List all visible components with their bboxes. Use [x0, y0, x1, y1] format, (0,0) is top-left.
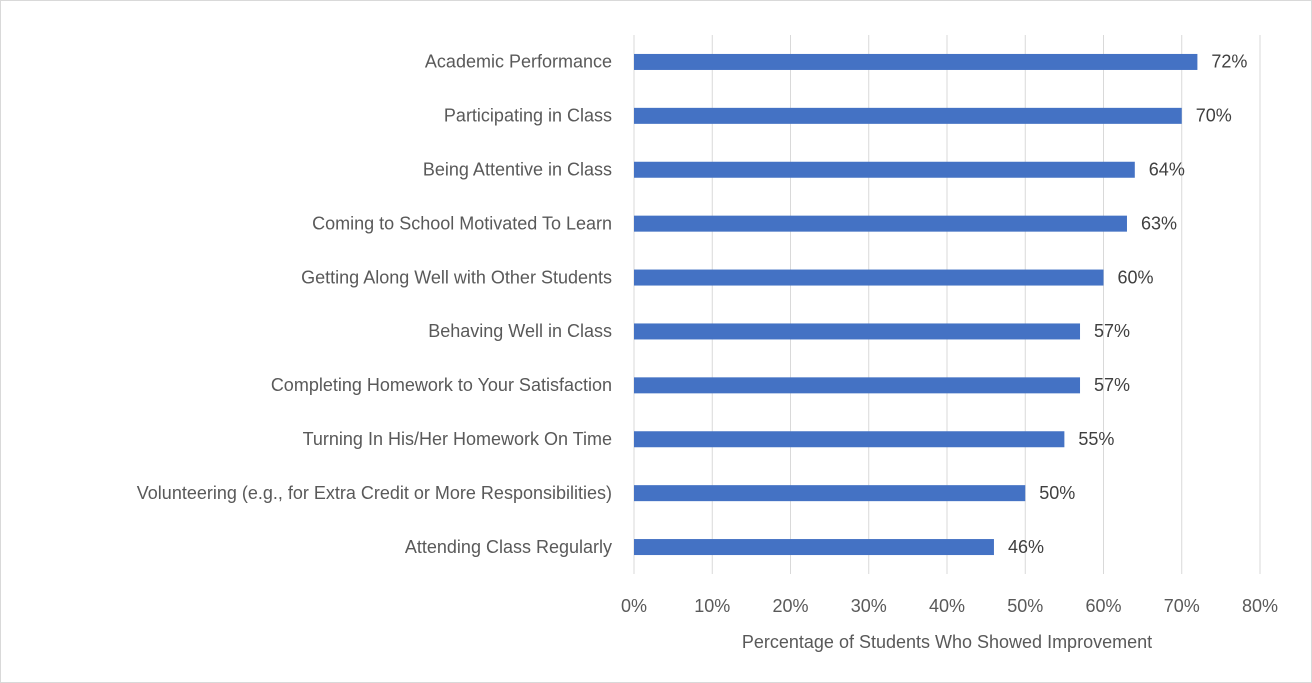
- value-label: 50%: [1039, 483, 1075, 503]
- x-tick-label: 20%: [772, 596, 808, 616]
- x-tick-label: 0%: [621, 596, 647, 616]
- value-label: 63%: [1141, 213, 1177, 233]
- bar: [634, 485, 1026, 502]
- bar: [634, 107, 1182, 124]
- y-tick-label: Being Attentive in Class: [423, 160, 612, 180]
- value-label: 70%: [1196, 106, 1232, 126]
- value-label: 64%: [1149, 160, 1185, 180]
- bar: [634, 161, 1135, 178]
- bar: [634, 539, 994, 556]
- y-tick-label: Coming to School Motivated To Learn: [312, 213, 612, 233]
- value-label: 57%: [1094, 321, 1130, 341]
- x-tick-label: 60%: [1085, 596, 1121, 616]
- x-tick-label: 10%: [694, 596, 730, 616]
- bar: [634, 215, 1127, 232]
- y-tick-label: Participating in Class: [444, 106, 612, 126]
- bar: [634, 323, 1081, 340]
- x-tick-label: 30%: [851, 596, 887, 616]
- x-tick-label: 70%: [1164, 596, 1200, 616]
- x-axis-title: Percentage of Students Who Showed Improv…: [742, 632, 1152, 652]
- value-label: 55%: [1078, 429, 1114, 449]
- y-tick-label: Completing Homework to Your Satisfaction: [271, 375, 612, 395]
- value-label: 60%: [1118, 267, 1154, 287]
- bar: [634, 53, 1198, 70]
- y-tick-label: Turning In His/Her Homework On Time: [303, 429, 612, 449]
- x-tick-label: 80%: [1242, 596, 1278, 616]
- x-tick-label: 50%: [1007, 596, 1043, 616]
- bar: [634, 431, 1065, 448]
- y-tick-label: Academic Performance: [425, 52, 612, 72]
- y-tick-label: Getting Along Well with Other Students: [301, 267, 612, 287]
- y-tick-label: Attending Class Regularly: [405, 537, 612, 557]
- y-tick-label: Volunteering (e.g., for Extra Credit or …: [137, 483, 612, 503]
- bar: [634, 377, 1081, 394]
- x-tick-label: 40%: [929, 596, 965, 616]
- value-label: 57%: [1094, 375, 1130, 395]
- value-label: 46%: [1008, 537, 1044, 557]
- y-tick-label: Behaving Well in Class: [428, 321, 612, 341]
- bar: [634, 269, 1104, 286]
- value-label: 72%: [1211, 52, 1247, 72]
